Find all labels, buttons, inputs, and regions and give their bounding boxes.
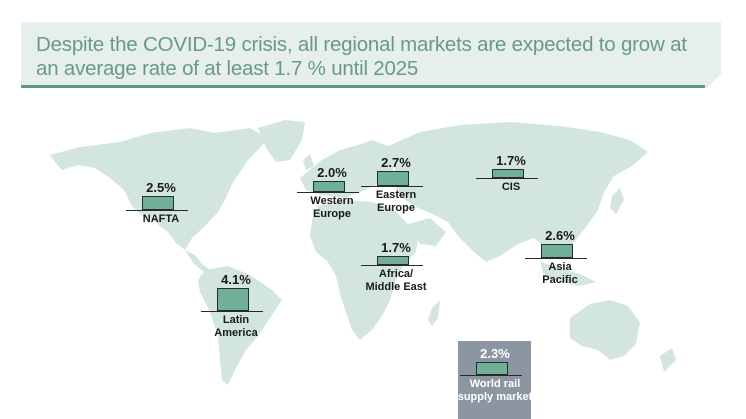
land-new-zealand (660, 348, 676, 372)
header-banner: Despite the COVID-19 crisis, all regiona… (21, 22, 721, 88)
region-label-world-line2: supply market (457, 391, 533, 403)
land-central-america (185, 250, 210, 272)
region-label-cis: CIS (501, 181, 521, 193)
value-label-asia-pacific: 2.6% (545, 228, 575, 243)
region-label-africa-middle-east-line2: Middle East (365, 281, 427, 293)
region-label-asia-pacific-line1: Asia (548, 261, 572, 273)
baseline-africa-middle-east (361, 264, 423, 266)
marker-africa-middle-east: 1.7% Africa/ Middle East (341, 240, 451, 294)
bar-world (476, 362, 508, 375)
region-label-africa-middle-east-line1: Africa/ (378, 268, 414, 280)
marker-eastern-europe: 2.7% Eastern Europe (341, 155, 451, 215)
value-label-nafta: 2.5% (146, 180, 176, 195)
baseline-cis (476, 177, 538, 179)
bar-latin-america (217, 288, 249, 311)
bar-nafta (142, 196, 174, 210)
baseline-world (460, 374, 522, 376)
baseline-western-europe (297, 191, 359, 193)
marker-latin-america: 4.1% Latin America (181, 272, 291, 340)
marker-world: 2.3% World rail supply market (440, 346, 550, 404)
land-australia (570, 300, 640, 360)
land-africa (310, 200, 418, 340)
value-label-africa-middle-east: 1.7% (381, 240, 411, 255)
baseline-latin-america (201, 310, 263, 312)
region-label-eastern-europe-line2: Europe (377, 202, 415, 214)
region-label-latin-america-line1: Latin (222, 314, 250, 326)
bar-asia-pacific (541, 244, 573, 258)
land-greenland (258, 120, 305, 162)
marker-western-europe: 2.0% Western Europe (277, 165, 387, 221)
value-label-cis: 1.7% (496, 153, 526, 168)
page-title: Despite the COVID-19 crisis, all regiona… (36, 33, 687, 80)
marker-cis: 1.7% CIS (456, 153, 566, 194)
region-label-nafta: NAFTA (142, 213, 180, 225)
world-market-box: 2.3% World rail supply market (458, 341, 532, 419)
baseline-nafta (126, 209, 188, 211)
value-label-latin-america: 4.1% (221, 272, 251, 287)
land-asia (388, 122, 648, 262)
region-label-asia-pacific-line2: Pacific (542, 274, 578, 286)
header-banner-shape (21, 22, 721, 88)
land-north-america (50, 128, 268, 250)
marker-nafta: 2.5% NAFTA (106, 180, 216, 226)
region-label-world-line1: World rail (469, 378, 521, 390)
region-label-western-europe-line2: Europe (313, 208, 351, 220)
land-uk (303, 154, 314, 170)
region-label-latin-america-line2: America (214, 327, 258, 339)
marker-asia-pacific: 2.6% Asia Pacific (505, 228, 615, 287)
baseline-asia-pacific (525, 257, 587, 259)
bar-eastern-europe (377, 171, 409, 186)
value-label-world: 2.3% (480, 346, 510, 361)
land-japan (610, 188, 624, 214)
region-label-western-europe-line1: Western (310, 195, 354, 207)
land-se-asia (540, 262, 596, 286)
value-label-western-europe: 2.0% (317, 165, 347, 180)
region-label-eastern-europe-line1: Eastern (375, 189, 417, 201)
land-madagascar (428, 300, 440, 326)
baseline-eastern-europe (361, 185, 423, 187)
land-arabia (408, 218, 446, 246)
value-label-eastern-europe: 2.7% (381, 155, 411, 170)
